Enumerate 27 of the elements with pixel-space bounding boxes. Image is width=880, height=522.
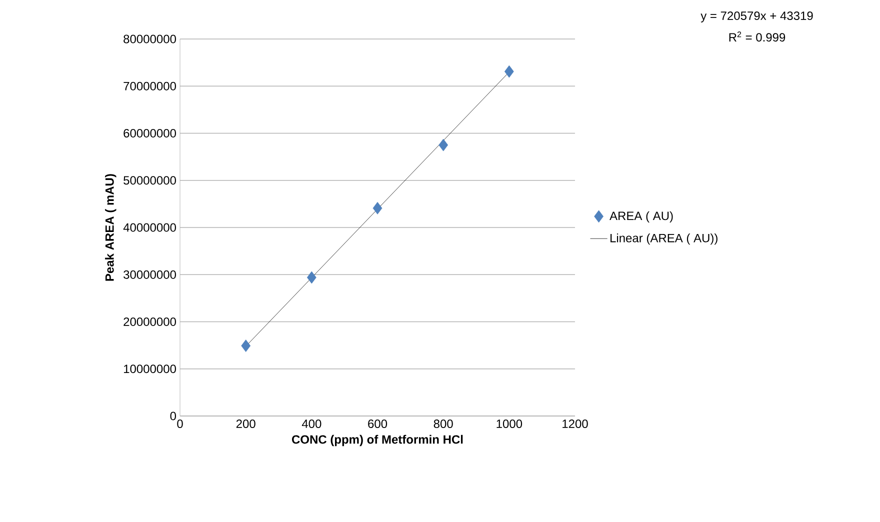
y-tick-label: 50000000: [124, 176, 176, 185]
point: [306, 271, 316, 284]
x-tick-label: 400: [302, 420, 322, 428]
y-tick-label: 40000000: [123, 223, 176, 232]
text: R$^{2}$ = 0.999: [729, 32, 786, 42]
y-tick-label: 10000000: [124, 364, 176, 374]
y-tick-label: 20000000: [124, 318, 176, 326]
point: [438, 138, 448, 152]
y-tick-label: 0: [170, 412, 176, 420]
x-tick-label: 600: [368, 420, 388, 428]
x-tick-label: 1000: [496, 420, 522, 428]
text: y = 720579x + 43319: [700, 12, 813, 22]
point: [241, 340, 251, 352]
x-tick-label: 200: [236, 420, 256, 428]
y-tick-label: 70000000: [124, 82, 176, 90]
y-tick-label: 60000000: [124, 129, 176, 138]
legend-label: AREA ( AU): [610, 211, 673, 222]
y-tick-label: 30000000: [124, 270, 176, 279]
y-axis-title: Peak AREA ( mAU): [105, 174, 116, 281]
legend-label: Linear (AREA ( AU)): [610, 234, 718, 245]
point: [504, 65, 514, 78]
x-tick-label: 1200: [562, 420, 588, 428]
x-axis-title: CONC (ppm) of Metformin HCl: [292, 434, 463, 446]
x-tick-label: 800: [434, 420, 453, 428]
y-tick-label: 80000000: [124, 34, 176, 44]
point: [372, 202, 382, 214]
x-tick-label: 0: [177, 420, 183, 428]
